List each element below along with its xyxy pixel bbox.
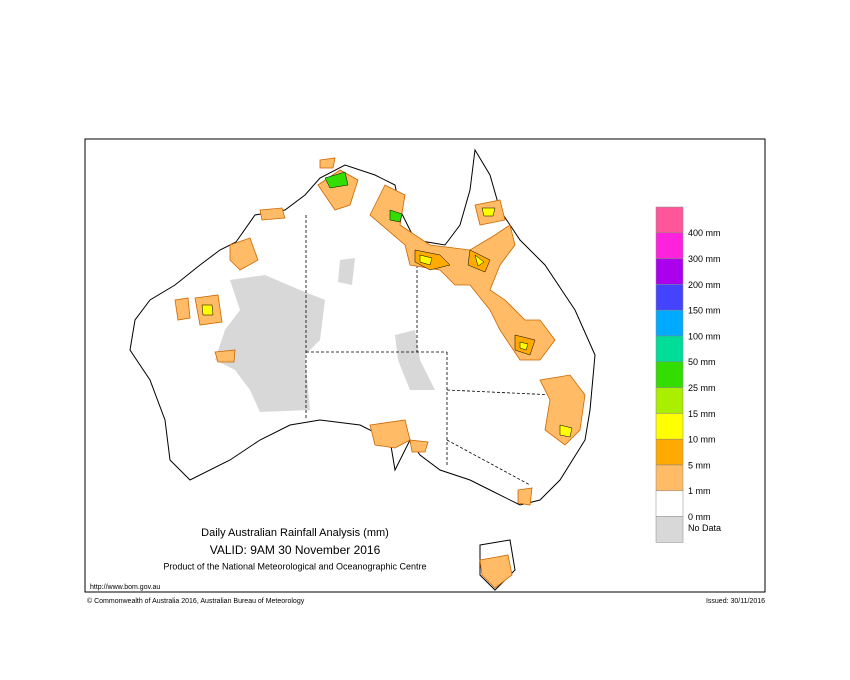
valid-date: VALID: 9AM 30 November 2016 — [210, 543, 381, 557]
legend-swatch — [655, 464, 684, 492]
source-url[interactable]: http://www.bom.gov.au — [90, 584, 160, 591]
legend-swatch — [655, 413, 684, 440]
legend-swatch — [655, 232, 684, 259]
legend-label: 100 mm — [688, 331, 721, 341]
product-note: Product of the National Meteorological a… — [163, 561, 426, 571]
legend-label: 50 mm — [688, 357, 716, 367]
legend-label: 5 mm — [688, 460, 711, 470]
legend-label: 400 mm — [688, 228, 721, 238]
no-data-regions — [215, 258, 435, 412]
legend-label: 0 mm — [688, 512, 711, 522]
legend-label: No Data — [688, 523, 721, 533]
map-frame — [84, 138, 766, 593]
legend-label: 150 mm — [688, 306, 721, 316]
legend-swatch — [655, 516, 684, 543]
rainfall-areas — [174, 157, 586, 589]
legend-swatch — [655, 387, 684, 414]
legend-label: 15 mm — [688, 409, 716, 419]
legend-swatch — [655, 490, 684, 517]
legend-label: 300 mm — [688, 254, 721, 264]
legend-swatch — [655, 438, 684, 466]
legend-swatch — [655, 284, 684, 311]
legend-label: 25 mm — [688, 383, 716, 393]
legend-swatch — [655, 206, 684, 234]
state-borders — [305, 215, 556, 486]
legend: 400 mm 300 mm 200 mm 150 mm 100 mm 50 mm 25 mm… — [655, 206, 721, 543]
legend-label: 200 mm — [688, 280, 721, 290]
copyright: © Commonwealth of Australia 2016, Austra… — [87, 597, 305, 605]
issued-date: Issued: 30/11/2016 — [706, 598, 765, 605]
legend-swatch — [655, 335, 684, 363]
legend-swatch — [655, 258, 684, 285]
legend-label: 10 mm — [688, 435, 716, 445]
map-title: Daily Australian Rainfall Analysis (mm) — [201, 527, 389, 539]
legend-swatch — [655, 361, 684, 388]
legend-swatch — [655, 309, 684, 337]
legend-label: 1 mm — [688, 486, 711, 496]
